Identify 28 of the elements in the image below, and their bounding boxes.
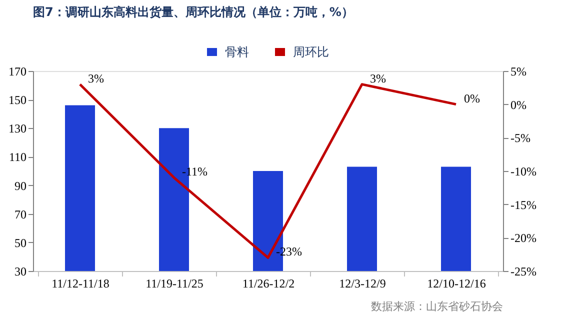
y2-tick-label: -15% (510, 198, 536, 212)
y2-tick-label: -25% (510, 264, 536, 278)
data-label: 0% (464, 91, 480, 106)
x-tick-label: 12/10-12/16 (427, 276, 486, 290)
y-tick-label: 70 (14, 207, 26, 222)
y-tick-label: 110 (8, 150, 26, 164)
y2-tick-label: -20% (510, 231, 536, 246)
data-label: 3% (370, 71, 386, 86)
legend-label: 骨料 (225, 45, 249, 59)
y-tick-label: 130 (8, 122, 26, 136)
x-tick-label: 11/19-11/25 (146, 276, 204, 290)
y-tick-label: 30 (14, 264, 26, 278)
x-tick-label: 11/12-11/18 (52, 276, 110, 290)
chart-title: 图7：调研山东高料出货量、周环比情况（单位：万吨，%） (33, 5, 354, 19)
y-tick-label: 90 (14, 178, 26, 193)
y2-tick-label: -5% (510, 131, 530, 146)
y2-tick-label: -10% (510, 164, 536, 178)
y2-tick-label: 0% (510, 98, 526, 112)
source-note: 数据来源：山东省砂石协会 (371, 300, 503, 313)
data-label: 3% (88, 71, 104, 86)
legend-label: 周环比 (293, 45, 329, 59)
y-tick-label: 170 (8, 64, 26, 78)
y-tick-label: 150 (8, 93, 26, 108)
line-series (78, 83, 458, 259)
x-tick-label: 12/3-12/9 (339, 276, 386, 290)
y2-tick-label: 5% (510, 64, 526, 78)
y-tick-label: 50 (14, 236, 26, 250)
x-tick-label: 11/26-12/2 (242, 276, 295, 290)
